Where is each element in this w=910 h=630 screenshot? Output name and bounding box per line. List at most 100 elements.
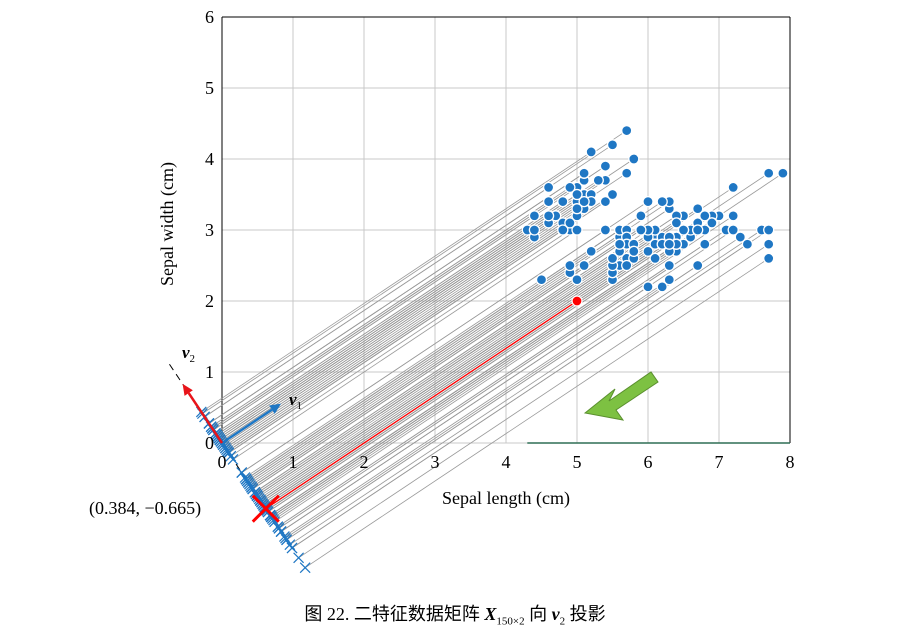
projected-point-mark xyxy=(275,526,287,538)
data-point xyxy=(535,274,548,286)
projection-line xyxy=(255,250,620,495)
green-arrow-shape xyxy=(583,371,659,421)
data-point xyxy=(613,238,626,250)
highlight-line xyxy=(265,300,578,510)
caption-suffix: 投影 xyxy=(565,604,606,624)
projection-line xyxy=(212,179,585,429)
data-point xyxy=(564,181,576,194)
x-tick-label: 6 xyxy=(644,452,653,472)
data-point xyxy=(763,224,775,236)
highlight-point xyxy=(571,295,583,307)
projection-line xyxy=(250,272,571,487)
projection-line xyxy=(227,194,613,452)
data-point xyxy=(621,167,633,179)
projection-line xyxy=(217,215,549,437)
projected-point-mark xyxy=(269,516,280,528)
projection-line xyxy=(244,279,542,478)
projection-line xyxy=(266,222,698,511)
v2-vector-shaft xyxy=(187,392,224,444)
projected-point-mark xyxy=(272,521,284,533)
data-point xyxy=(763,238,775,250)
data-point xyxy=(578,195,590,208)
highlight-projection-mark xyxy=(251,494,280,523)
projection-line xyxy=(271,222,713,518)
projection-line xyxy=(298,243,769,559)
projection-line xyxy=(269,229,698,516)
y-tick-label: 2 xyxy=(205,291,214,311)
projection-line xyxy=(267,243,670,513)
projection-line xyxy=(264,265,627,508)
projection-line xyxy=(228,229,564,454)
data-point xyxy=(592,174,604,186)
data-point xyxy=(692,259,704,272)
projection-line xyxy=(249,236,620,485)
data-point xyxy=(606,252,619,265)
v2-label: v2 xyxy=(182,343,195,365)
projection-line xyxy=(241,201,649,473)
v1-vector-head xyxy=(269,403,282,414)
data-point xyxy=(734,231,746,243)
data-point xyxy=(585,146,597,158)
data-point xyxy=(741,238,754,250)
projection-line xyxy=(232,229,578,460)
projected-point-mark xyxy=(240,473,252,485)
data-point xyxy=(599,195,612,208)
x-tick-label: 3 xyxy=(431,452,440,472)
projection-line xyxy=(291,229,769,549)
projection-line xyxy=(201,151,592,413)
projection-line xyxy=(219,229,535,441)
projected-point-mark xyxy=(227,454,239,465)
axis-ticks: 0 1 2 3 4 5 6 7 8 0 1 2 3 4 5 6 xyxy=(205,7,795,472)
data-point xyxy=(727,181,739,194)
projected-point-mark xyxy=(225,450,237,462)
data-point xyxy=(656,281,668,293)
projected-point-mark xyxy=(236,467,248,479)
projection-line xyxy=(274,215,734,523)
x-tick-label: 2 xyxy=(360,452,369,472)
projection-line xyxy=(252,229,642,490)
y-tick-label: 3 xyxy=(205,220,214,240)
projection-line xyxy=(272,229,706,519)
x-tick-label: 8 xyxy=(786,452,795,472)
data-point xyxy=(528,210,541,222)
data-point xyxy=(571,224,583,236)
y-tick-label: 1 xyxy=(205,362,214,382)
y-tick-label: 5 xyxy=(205,78,214,98)
data-point xyxy=(663,238,675,250)
projected-point-mark xyxy=(247,483,259,495)
y-tick-label: 0 xyxy=(205,433,214,453)
y-tick-label: 6 xyxy=(205,7,214,27)
data-point xyxy=(606,139,619,151)
x-tick-label: 7 xyxy=(715,452,724,472)
data-point xyxy=(599,224,612,236)
data-point xyxy=(606,188,619,201)
data-points xyxy=(521,124,789,307)
data-point xyxy=(635,224,647,236)
data-point xyxy=(578,259,590,272)
projection-line xyxy=(304,258,769,568)
projected-point-mark xyxy=(281,534,292,546)
data-point xyxy=(670,217,683,229)
data-point xyxy=(727,224,739,236)
data-point xyxy=(564,217,576,229)
projection-line xyxy=(224,201,592,447)
data-point xyxy=(571,274,583,286)
caption-vector: v xyxy=(551,604,560,624)
projection-line xyxy=(208,172,585,424)
data-point xyxy=(578,167,590,179)
data-point xyxy=(571,203,583,215)
data-point xyxy=(635,210,647,222)
projected-point-mark xyxy=(254,495,266,506)
projection-line xyxy=(246,265,571,482)
caption-matrix-sub: 150×2 xyxy=(496,615,525,628)
projection-line xyxy=(215,201,564,434)
caption-prefix: 图 22. 二特征数据矩阵 xyxy=(304,604,485,624)
projection-line xyxy=(262,236,663,505)
data-point xyxy=(649,252,661,265)
data-point xyxy=(692,203,704,215)
y-tick-label: 4 xyxy=(205,149,214,169)
data-point xyxy=(763,167,775,179)
x-tick-label: 0 xyxy=(218,452,227,472)
figure-caption: 图 22. 二特征数据矩阵 X150×2 向 v2 投影 xyxy=(0,600,910,628)
data-point xyxy=(642,281,654,293)
